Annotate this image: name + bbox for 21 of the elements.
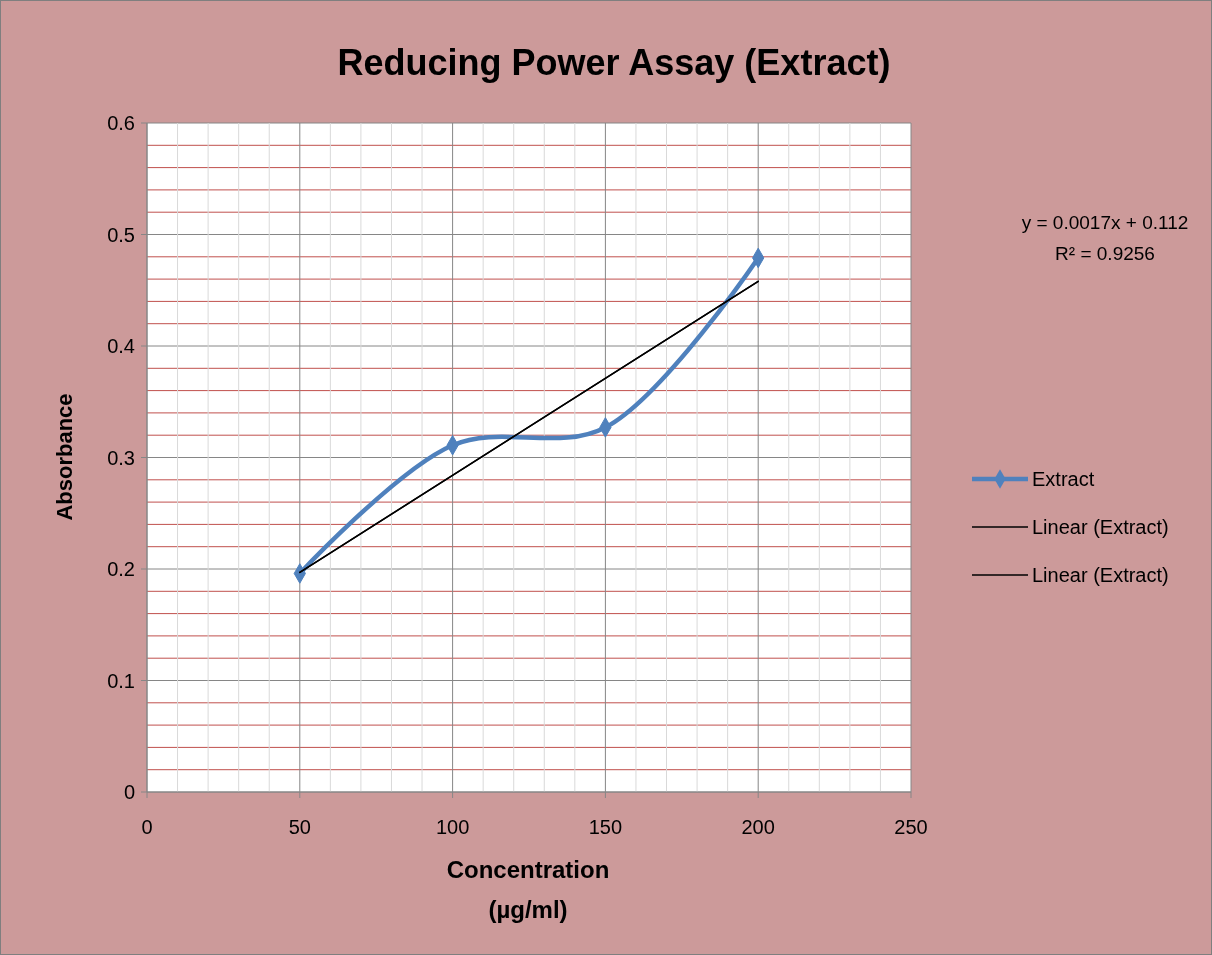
- x-tick-label: 100: [435, 816, 470, 838]
- y-tick-label: 0.4: [107, 335, 135, 357]
- y-axis-title: Absorbance: [52, 393, 77, 521]
- x-tick-label: 200: [741, 816, 775, 838]
- legend-label: Extract: [1032, 468, 1095, 490]
- chart-title: Reducing Power Assay (Extract): [337, 42, 891, 83]
- legend-label: Linear (Extract): [1032, 516, 1169, 538]
- y-tick-label: 0.5: [107, 223, 135, 246]
- y-tick-label: 0.6: [107, 112, 135, 134]
- y-tick-label: 0.3: [107, 446, 135, 469]
- y-tick-label: 0: [123, 781, 135, 803]
- x-axis-title: Concentration (µg/ml): [446, 856, 610, 923]
- y-tick-label: 0.1: [107, 669, 135, 692]
- x-tick-label: 150: [588, 816, 623, 838]
- text: R² = 0.9256: [1055, 243, 1155, 264]
- x-tick-label: 50: [288, 816, 311, 838]
- y-tick-label: 0.2: [107, 558, 135, 580]
- legend-label: Linear (Extract): [1032, 564, 1169, 586]
- x-tick-label: 250: [894, 816, 928, 838]
- text: y = 0.0017x + 0.112: [1021, 212, 1189, 233]
- x-tick-label: 0: [141, 816, 153, 838]
